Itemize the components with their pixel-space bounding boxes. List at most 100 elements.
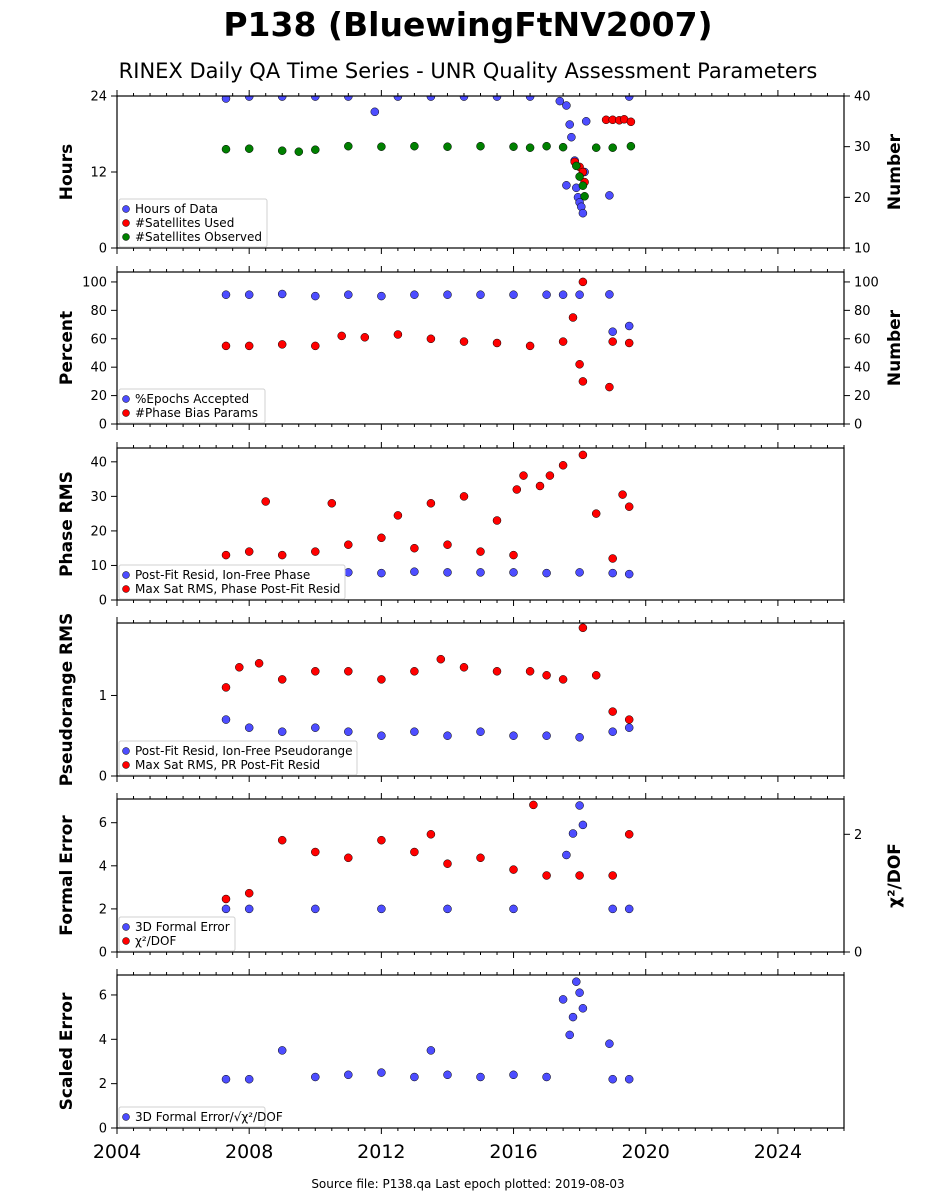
- data-point: [565, 120, 574, 129]
- y-tick-label: 10: [90, 559, 107, 574]
- data-point: [311, 667, 320, 676]
- data-point: [410, 727, 419, 736]
- legend-entry: χ²/DOF: [135, 934, 176, 948]
- data-point: [578, 1004, 588, 1013]
- data-point: [575, 290, 584, 299]
- y-axis-label-right: Number: [885, 133, 905, 210]
- data-point: [443, 142, 452, 151]
- data-point: [568, 829, 578, 838]
- source-footer: Source file: P138.qa Last epoch plotted:…: [311, 1177, 624, 1191]
- data-point: [261, 497, 270, 506]
- y-tick-label: 80: [90, 304, 107, 319]
- data-point: [377, 568, 386, 578]
- x-tick-label: 2008: [225, 1141, 273, 1163]
- legend-entry: Max Sat RMS, PR Post-Fit Resid: [135, 758, 320, 772]
- y-tick-label: 0: [99, 770, 107, 785]
- y-tick-label: 2: [99, 1077, 107, 1092]
- data-point: [578, 820, 588, 830]
- y-right-tick-label: 60: [854, 332, 871, 347]
- points-5: [221, 800, 634, 914]
- data-point: [277, 146, 287, 155]
- data-point: [578, 277, 588, 287]
- data-point: [277, 835, 287, 845]
- legend: Post-Fit Resid, Ion-Free PseudorangeMax …: [118, 740, 358, 776]
- legend-entry: Post-Fit Resid, Ion-Free Pseudorange: [135, 744, 353, 758]
- y-tick-label: 60: [90, 332, 107, 347]
- y-right-tick-label: 10: [854, 242, 871, 257]
- y-tick-label: 4: [99, 1033, 107, 1048]
- data-point: [426, 1046, 436, 1055]
- legend: 3D Formal Error/√χ²/DOF: [118, 1106, 283, 1128]
- data-point: [443, 568, 452, 577]
- data-point: [221, 550, 231, 560]
- data-point: [410, 141, 419, 151]
- y-tick-label: 2: [99, 902, 107, 917]
- data-point: [575, 172, 584, 181]
- legend-entry: 3D Formal Error/√χ²/DOF: [135, 1110, 283, 1124]
- legend-entry: #Satellites Used: [135, 216, 234, 230]
- legend-marker: [122, 585, 130, 593]
- data-point: [377, 291, 386, 301]
- legend: Hours of Data#Satellites Used#Satellites…: [118, 198, 268, 248]
- data-point: [393, 511, 403, 520]
- data-point: [578, 181, 588, 190]
- data-point: [509, 142, 518, 151]
- data-point: [608, 337, 617, 346]
- data-point: [624, 321, 634, 331]
- data-point: [476, 141, 485, 151]
- y-tick-label: 40: [90, 455, 107, 470]
- points-3: [221, 450, 634, 579]
- data-point: [492, 516, 502, 525]
- data-point: [337, 331, 346, 341]
- data-point: [426, 499, 436, 508]
- data-point: [575, 871, 584, 880]
- data-point: [410, 1072, 419, 1082]
- data-point: [311, 145, 320, 154]
- data-point: [568, 313, 578, 322]
- data-point: [572, 161, 581, 171]
- data-point: [608, 327, 617, 336]
- data-point: [624, 1074, 634, 1084]
- legend-marker: [122, 571, 130, 579]
- data-point: [377, 904, 386, 914]
- x-tick-label: 2016: [489, 1141, 537, 1163]
- data-point: [476, 568, 485, 577]
- y-tick-label: 0: [99, 946, 107, 961]
- data-point: [244, 547, 254, 556]
- y-right-tick-label: 20: [854, 389, 871, 404]
- data-point: [443, 1070, 452, 1080]
- data-point: [377, 835, 386, 845]
- data-point: [591, 671, 601, 680]
- data-point: [443, 904, 452, 914]
- y-axis-label: Pseudorange RMS: [57, 613, 77, 787]
- data-point: [235, 663, 244, 672]
- data-point: [558, 675, 568, 684]
- data-point: [605, 191, 614, 200]
- panel-3: 0 10 20 30 40 Phase RMS Post-Fit Resid, Ion-Fr…: [57, 442, 845, 609]
- y-tick-label: 6: [99, 988, 107, 1003]
- y-tick-label: 6: [99, 816, 107, 831]
- y-right-tick-label: 0: [854, 418, 862, 433]
- y-tick-label: 0: [99, 594, 107, 609]
- data-point: [377, 675, 386, 684]
- legend-entry: Hours of Data: [135, 202, 218, 216]
- data-point: [512, 485, 522, 494]
- data-point: [377, 533, 386, 543]
- data-point: [578, 208, 588, 218]
- y-axis-label: Formal Error: [57, 815, 77, 936]
- data-point: [476, 727, 485, 736]
- data-point: [443, 290, 452, 299]
- data-point: [277, 1046, 287, 1055]
- y-tick-label: 0: [99, 418, 107, 433]
- data-point: [344, 540, 353, 549]
- data-point: [344, 290, 353, 299]
- data-point: [542, 871, 551, 880]
- data-point: [244, 290, 254, 299]
- legend-marker: [122, 409, 130, 417]
- legend-marker: [122, 747, 130, 755]
- y-tick-label: 100: [82, 275, 107, 290]
- data-point: [443, 731, 452, 740]
